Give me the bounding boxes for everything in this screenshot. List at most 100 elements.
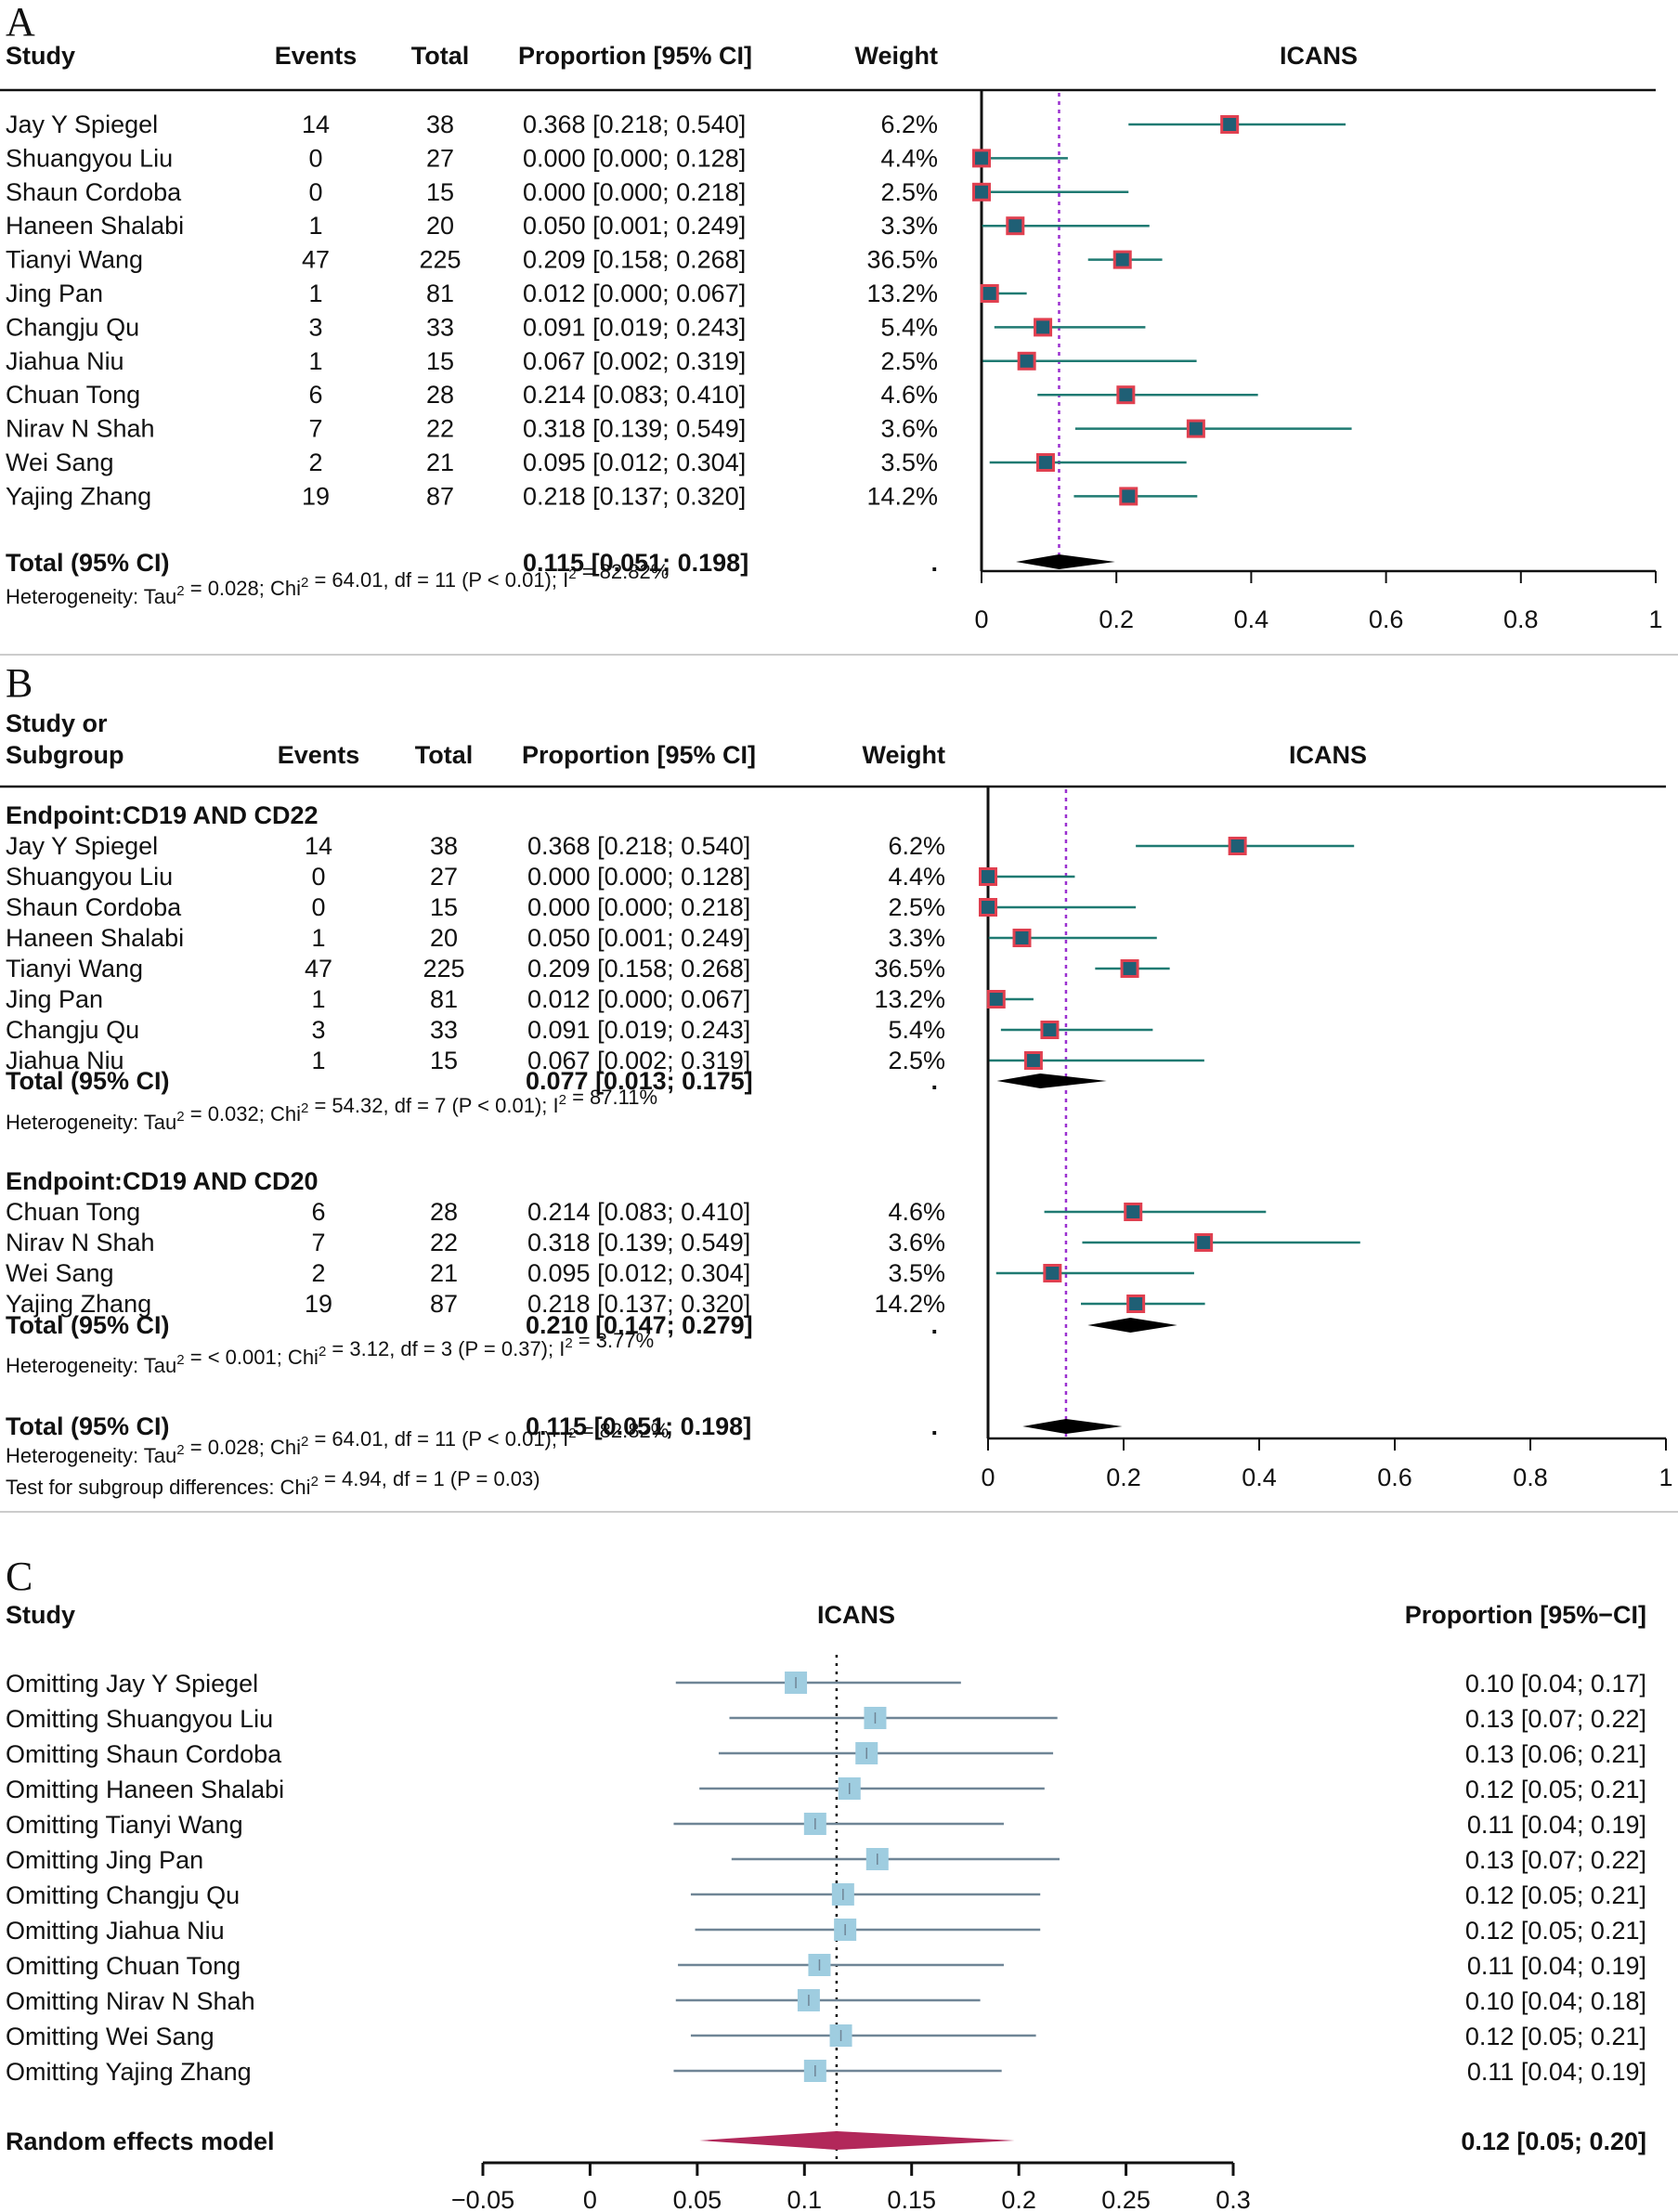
total-value: 15 [430, 893, 458, 921]
events-value: 7 [311, 1229, 325, 1256]
study-marker [1017, 351, 1036, 371]
panel-letter-b: B [6, 660, 33, 706]
column-header-total: Total [415, 741, 474, 769]
proportion-ci-value: 0.13 [0.06; 0.21] [1465, 1740, 1646, 1768]
study-name: Wei Sang [6, 449, 114, 476]
proportion-ci-value: 0.209 [0.158; 0.268] [523, 246, 746, 274]
weight-value: 5.4% [888, 1016, 945, 1044]
events-value: 7 [308, 415, 322, 443]
study-marker [979, 867, 997, 886]
study-marker [1126, 1295, 1146, 1313]
total-label: Total (95% CI) [6, 549, 170, 577]
events-value: 1 [308, 280, 322, 307]
column-header-events: Events [275, 42, 358, 70]
proportion-ci-value: 0.012 [0.000; 0.067] [527, 985, 750, 1013]
total-value: 28 [430, 1198, 458, 1226]
study-name: Tianyi Wang [6, 955, 143, 982]
study-name: Changju Qu [6, 1016, 139, 1044]
total-value: 15 [426, 178, 454, 206]
total-value: 38 [426, 111, 454, 138]
study-name: Tianyi Wang [6, 246, 143, 274]
events-value: 14 [305, 832, 332, 860]
proportion-ci-value: 0.067 [0.002; 0.319] [527, 1047, 750, 1074]
study-marker [1035, 453, 1055, 472]
study-marker [980, 284, 999, 303]
events-value: 1 [311, 924, 325, 952]
weight-value: 14.2% [874, 1290, 945, 1318]
x-tick-label: −0.05 [451, 2186, 514, 2212]
heterogeneity-text: = 4.94, df = 1 (P = 0.03) [319, 1467, 540, 1490]
events-value: 3 [311, 1016, 325, 1044]
total-value: 225 [423, 955, 464, 982]
proportion-ci-value: 0.12 [0.05; 0.21] [1465, 1881, 1646, 1909]
proportion-ci-value: 0.000 [0.000; 0.218] [523, 178, 746, 206]
superscript-2: 2 [301, 1100, 308, 1116]
x-tick-label: 0.25 [1101, 2186, 1151, 2212]
study-name: Shuangyou Liu [6, 863, 173, 891]
subgroup-total-weight: . [930, 1311, 938, 1339]
overall-diamond [1022, 1419, 1123, 1434]
plot-title: ICANS [1289, 741, 1367, 769]
overall-diamond [1016, 554, 1115, 569]
proportion-ci-value: 0.214 [0.083; 0.410] [523, 381, 746, 409]
study-name: Omitting Shuangyou Liu [6, 1705, 273, 1733]
heterogeneity-text: = 3.12, df = 3 (P = 0.37); I [326, 1337, 565, 1360]
total-value: 20 [430, 924, 458, 952]
study-name: Haneen Shalabi [6, 212, 184, 240]
heterogeneity-stats: Heterogeneity: Tau2 = 0.028; Chi2 = 64.0… [6, 1419, 669, 1467]
x-tick-label: 0.8 [1513, 1464, 1548, 1491]
total-value: 20 [426, 212, 454, 240]
study-name: Jay Y Spiegel [6, 111, 158, 138]
heterogeneity-text: Heterogeneity: Tau [6, 585, 176, 608]
weight-value: 36.5% [874, 955, 945, 982]
total-value: 28 [426, 381, 454, 409]
x-tick-label: 0 [981, 1464, 995, 1491]
study-marker [1124, 1203, 1143, 1221]
total-value: 27 [426, 144, 454, 172]
study-marker [1040, 1021, 1060, 1039]
study-marker [1006, 216, 1025, 236]
study-marker [979, 898, 997, 917]
total-value: 15 [426, 347, 454, 375]
weight-value: 5.4% [880, 313, 938, 341]
events-value: 2 [308, 449, 322, 476]
total-value: 21 [426, 449, 454, 476]
weight-value: 2.5% [888, 1047, 945, 1074]
column-header-proportion: Proportion [95% CI] [518, 42, 752, 70]
heterogeneity-text: = 0.028; Chi [185, 1436, 301, 1459]
heterogeneity-text: = 64.01, df = 11 (P < 0.01); I [308, 1427, 568, 1451]
study-name: Chuan Tong [6, 381, 140, 409]
overall-ci-value: 0.12 [0.05; 0.20] [1461, 2127, 1646, 2155]
heterogeneity-text: = 82.82% [577, 1419, 670, 1442]
study-marker [972, 182, 991, 202]
proportion-ci-value: 0.218 [0.137; 0.320] [527, 1290, 750, 1318]
plot-title: ICANS [817, 1601, 895, 1629]
weight-value: 3.5% [888, 1259, 945, 1287]
proportion-ci-value: 0.12 [0.05; 0.21] [1465, 2023, 1646, 2050]
panel-letter-c: C [6, 1554, 33, 1599]
subgroup-label: Endpoint:CD19 AND CD22 [6, 801, 319, 829]
study-name: Shuangyou Liu [6, 144, 173, 172]
total-ci-value: 0.115 [0.051; 0.198] [526, 1412, 751, 1440]
study-name: Nirav N Shah [6, 415, 155, 443]
heterogeneity-stats: Heterogeneity: Tau2 = 0.028; Chi2 = 64.0… [6, 560, 669, 608]
study-name: Omitting Chuan Tong [6, 1952, 241, 1980]
study-name: Omitting Shaun Cordoba [6, 1740, 282, 1768]
proportion-ci-value: 0.000 [0.000; 0.128] [527, 863, 750, 891]
x-tick-label: 0 [974, 605, 988, 633]
total-value: 33 [430, 1016, 458, 1044]
heterogeneity-text: = < 0.001; Chi [185, 1346, 319, 1369]
study-name: Jing Pan [6, 985, 103, 1013]
column-header-subgroup: Subgroup [6, 741, 124, 769]
events-value: 1 [308, 347, 322, 375]
total-value: 81 [426, 280, 454, 307]
x-tick-label: 0.8 [1503, 605, 1539, 633]
study-marker [986, 990, 1006, 1008]
total-value: 15 [430, 1047, 458, 1074]
study-name: Wei Sang [6, 1259, 114, 1287]
proportion-ci-value: 0.050 [0.001; 0.249] [527, 924, 750, 952]
events-value: 0 [308, 144, 322, 172]
column-header-total: Total [411, 42, 470, 70]
total-weight: . [930, 549, 938, 577]
heterogeneity-text: = 64.01, df = 11 (P < 0.01); I [308, 568, 568, 592]
